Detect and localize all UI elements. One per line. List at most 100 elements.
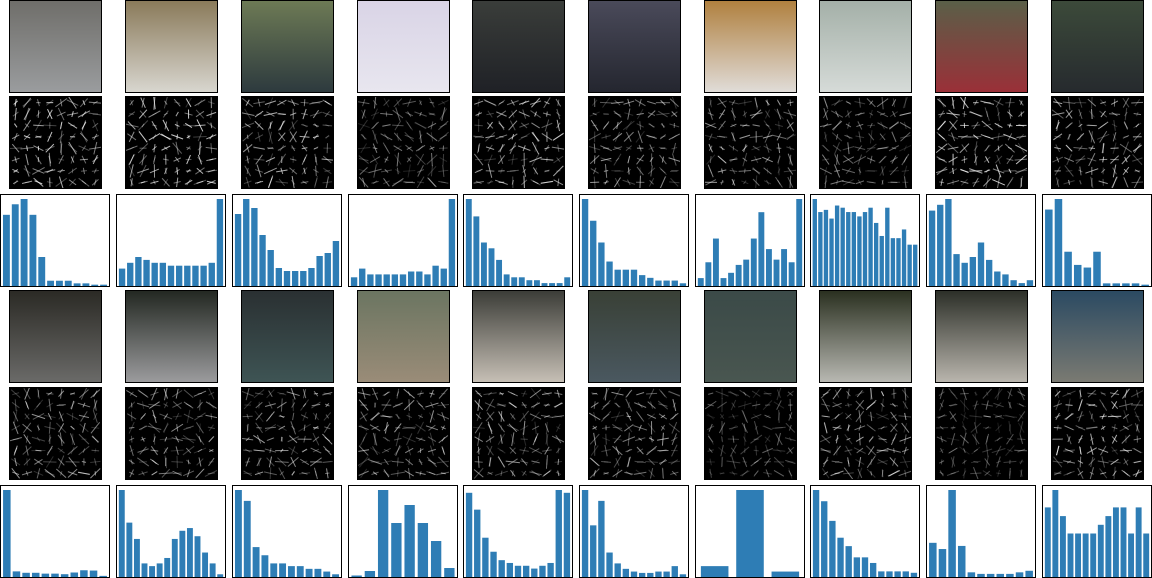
hog-gradient-stroke — [404, 389, 415, 398]
histogram-bar — [1128, 534, 1134, 578]
histogram-bar — [835, 206, 839, 286]
hog-gradient-stroke — [26, 402, 28, 408]
hog-gradient-stroke — [661, 391, 666, 397]
hog-gradient-stroke — [33, 413, 44, 419]
histogram-bar — [958, 546, 966, 577]
histogram-bar — [1055, 199, 1063, 286]
hog-gradient-stroke — [131, 460, 132, 465]
hog-gradient-stroke — [82, 122, 86, 129]
hog-gradient-stroke — [590, 434, 599, 444]
hog-gradient-stroke — [1133, 123, 1141, 128]
histogram-bar — [623, 270, 629, 286]
hog-gradient-stroke — [659, 404, 668, 407]
hog-gradient-stroke — [750, 113, 763, 116]
hog-gradient-stroke — [831, 100, 842, 105]
hog-gradient-stroke — [745, 169, 746, 174]
histogram-bar — [598, 501, 604, 577]
histogram-bar — [202, 553, 208, 577]
hog-gradient-stroke — [1109, 114, 1120, 115]
noncar-sample-image — [357, 290, 450, 383]
car-hog-visualization — [1051, 96, 1144, 189]
hog-gradient-stroke — [498, 155, 504, 163]
hog-gradient-stroke — [993, 403, 1003, 406]
hog-gradient-stroke — [383, 437, 390, 441]
hog-gradient-stroke — [767, 99, 768, 105]
hog-gradient-stroke — [855, 113, 865, 115]
histogram-bar — [56, 281, 63, 286]
hog-gradient-stroke — [1067, 434, 1071, 444]
hog-gradient-stroke — [1056, 446, 1059, 455]
hog-gradient-stroke — [790, 155, 791, 164]
hog-gradient-stroke — [288, 101, 299, 105]
hog-gradient-stroke — [60, 432, 62, 446]
histogram-bar — [300, 271, 306, 286]
hog-gradient-stroke — [593, 426, 597, 430]
hog-gradient-stroke — [777, 99, 780, 106]
hog-gradient-stroke — [501, 411, 502, 422]
hog-gradient-stroke — [416, 424, 426, 431]
histogram-bar — [243, 199, 249, 286]
hog-gradient-stroke — [498, 456, 504, 467]
hog-gradient-stroke — [764, 426, 772, 430]
car-hog-visualization — [357, 96, 450, 189]
hog-gradient-stroke — [635, 461, 646, 462]
hog-gradient-stroke — [45, 469, 55, 477]
noncar-sample-image — [9, 290, 102, 383]
hog-gradient-stroke — [140, 447, 147, 455]
hog-gradient-stroke — [403, 436, 416, 441]
hog-gradient-stroke — [363, 437, 365, 442]
hog-gradient-stroke — [1052, 439, 1063, 440]
hog-gradient-stroke — [660, 136, 665, 137]
hog-gradient-stroke — [11, 390, 20, 398]
histogram-bar — [1016, 572, 1024, 577]
hog-gradient-stroke — [152, 125, 156, 126]
hog-gradient-stroke — [719, 121, 726, 130]
histogram-bar — [1075, 534, 1081, 578]
hog-gradient-stroke — [197, 157, 202, 162]
histogram-bar — [316, 256, 322, 286]
hog-gradient-stroke — [129, 166, 134, 177]
hog-gradient-stroke — [12, 468, 20, 478]
hog-gradient-stroke — [1100, 446, 1105, 455]
histogram-bar — [751, 239, 757, 286]
hog-gradient-stroke — [605, 388, 607, 400]
hog-gradient-stroke — [591, 120, 598, 131]
hog-gradient-stroke — [535, 168, 537, 174]
hog-gradient-stroke — [301, 102, 309, 103]
hog-gradient-stroke — [289, 447, 298, 453]
hog-gradient-stroke — [660, 177, 665, 188]
hog-gradient-stroke — [836, 134, 837, 139]
hog-gradient-stroke — [83, 168, 84, 174]
hog-gradient-stroke — [889, 471, 898, 476]
hog-gradient-stroke — [530, 414, 541, 419]
hog-gradient-stroke — [971, 125, 980, 126]
hog-gradient-stroke — [1123, 142, 1128, 155]
hog-gradient-stroke — [304, 157, 306, 161]
histogram-bar — [482, 538, 488, 577]
hog-gradient-stroke — [498, 100, 505, 105]
hog-gradient-stroke — [939, 134, 945, 139]
histogram-bar — [292, 271, 298, 286]
histogram-bar — [21, 199, 28, 286]
hog-gradient-stroke — [209, 462, 213, 463]
hog-gradient-stroke — [26, 446, 28, 456]
hog-gradient-stroke — [128, 154, 135, 165]
hog-gradient-stroke — [1019, 462, 1024, 463]
car-sample-image — [588, 0, 681, 93]
histogram-bar — [195, 536, 201, 577]
hog-gradient-stroke — [623, 121, 634, 130]
hog-gradient-stroke — [616, 403, 619, 407]
hog-gradient-stroke — [511, 434, 514, 444]
hog-gradient-stroke — [705, 401, 716, 409]
hog-gradient-stroke — [499, 136, 503, 137]
hog-gradient-stroke — [952, 456, 954, 467]
hog-gradient-stroke — [638, 413, 642, 419]
hog-gradient-stroke — [246, 144, 249, 152]
histogram-bar — [874, 223, 878, 286]
hog-gradient-stroke — [176, 142, 178, 155]
histogram-bar — [187, 528, 193, 577]
hog-gradient-stroke — [650, 468, 652, 478]
histogram-bar — [74, 283, 81, 286]
car-color-histogram — [695, 194, 805, 287]
hog-gradient-stroke — [753, 414, 759, 419]
